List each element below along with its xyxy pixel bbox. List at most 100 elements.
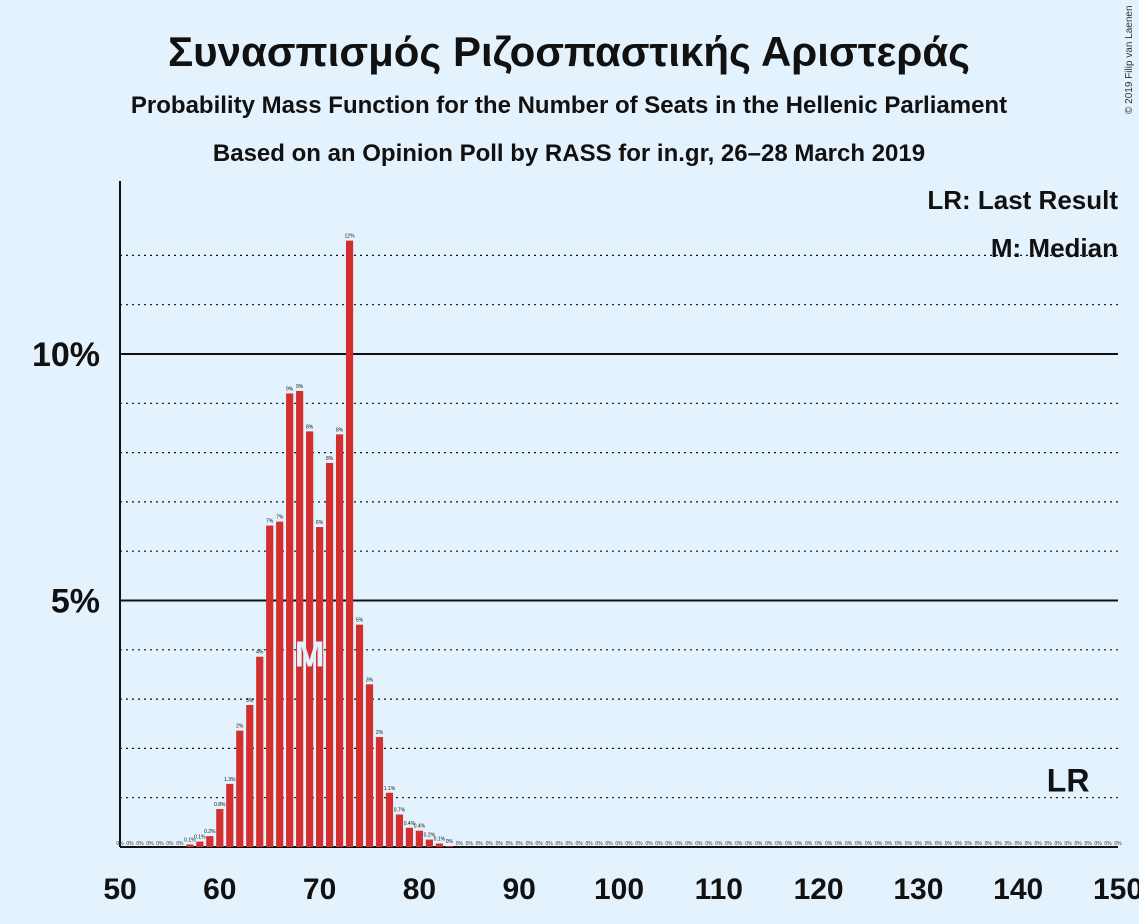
bar	[226, 783, 234, 847]
zero-label: 0%	[835, 841, 843, 847]
zero-label: 0%	[1025, 841, 1033, 847]
x-tick-label: 100	[594, 873, 644, 906]
bar-label: 9%	[296, 384, 304, 390]
poll-source-subtitle: Based on an Opinion Poll by RASS for in.…	[213, 140, 925, 167]
legend-last-result: LR: Last Result	[927, 185, 1118, 215]
bar-label: 5%	[356, 618, 364, 624]
zero-label: 0%	[1005, 841, 1013, 847]
bar	[236, 730, 244, 847]
bar-label: 1.1%	[384, 786, 396, 792]
zero-label: 0%	[1045, 841, 1053, 847]
bar-label: 7%	[276, 515, 284, 521]
bar-label: 8%	[336, 427, 344, 433]
zero-label: 0%	[1104, 841, 1112, 847]
markers: M LR	[295, 634, 1090, 799]
zero-label: 0%	[975, 841, 983, 847]
zero-label: 0%	[865, 841, 873, 847]
zero-label: 0%	[875, 841, 883, 847]
zero-label: 0%	[625, 841, 633, 847]
gridlines	[120, 254, 1118, 799]
bar	[375, 737, 384, 847]
zero-label: 0%	[715, 841, 723, 847]
zero-label: 0%	[156, 841, 164, 847]
bar	[325, 462, 334, 847]
zero-label: 0%	[635, 841, 643, 847]
zero-label: 0%	[675, 841, 683, 847]
bar-value-labels: 0.1%0.1%0.2%0.8%1.3%2%3%4%7%7%9% 9%8%6%8%…	[184, 234, 453, 845]
bar-label: 1.3%	[224, 777, 236, 783]
zero-label: 0%	[785, 841, 793, 847]
zero-label: 0%	[895, 841, 903, 847]
zero-label: 0%	[1114, 841, 1122, 847]
bar	[206, 836, 214, 847]
zero-label: 0%	[945, 841, 953, 847]
chart-subtitle: Probability Mass Function for the Number…	[131, 92, 1007, 119]
zero-label: 0%	[585, 841, 593, 847]
zero-label: 0%	[556, 841, 564, 847]
copyright-notice: © 2019 Filip van Laenen	[1124, 5, 1135, 114]
bar	[345, 240, 354, 848]
bar-series	[186, 240, 453, 848]
bar-label: 0.4%	[404, 821, 416, 827]
median-marker: M	[295, 634, 325, 675]
bar	[316, 527, 324, 847]
zero-label: 0%	[725, 841, 733, 847]
bar-label: 0.8%	[214, 802, 226, 808]
x-tick-label: 150	[1093, 873, 1139, 906]
bar	[415, 830, 423, 847]
zero-label: 0%	[615, 841, 623, 847]
bar	[435, 843, 443, 847]
x-tick-label: 120	[794, 873, 844, 906]
bar	[335, 434, 344, 847]
zero-label: 0%	[905, 841, 913, 847]
bar	[286, 393, 294, 847]
zero-label: 0%	[765, 841, 773, 847]
x-tick-label: 110	[695, 873, 743, 906]
zero-label: 0%	[885, 841, 893, 847]
bar-label: 3%	[246, 698, 254, 704]
zero-label: 0%	[685, 841, 693, 847]
zero-label: 0%	[466, 841, 474, 847]
zero-label: 0%	[456, 841, 464, 847]
bar-label: 0.2%	[424, 833, 436, 839]
zero-label: 0%	[695, 841, 703, 847]
zero-label: 0%	[705, 841, 713, 847]
zero-label: 0%	[745, 841, 753, 847]
bar	[246, 705, 254, 847]
bar-label: 9%	[286, 386, 294, 392]
zero-label: 0%	[755, 841, 763, 847]
zero-label: 0%	[575, 841, 583, 847]
bar	[365, 684, 374, 847]
zero-label: 0%	[645, 841, 653, 847]
zero-label: 0%	[1035, 841, 1043, 847]
x-axis-ticks: 50 60 70 80 90 100 110 120 130 140 150	[103, 873, 1139, 906]
bar-label: 4%	[256, 650, 264, 656]
bar-label: 2%	[376, 730, 384, 736]
bar	[405, 827, 414, 847]
zero-label: 0%	[136, 841, 144, 847]
bar-label: 0.1%	[194, 835, 206, 841]
zero-label: 0%	[805, 841, 813, 847]
bar-label: 6%	[316, 520, 324, 526]
x-tick-label: 130	[893, 873, 943, 906]
zero-label: 0%	[526, 841, 534, 847]
zero-label: 0%	[476, 841, 484, 847]
bar	[395, 814, 404, 847]
bar	[216, 809, 224, 847]
zero-label: 0%	[496, 841, 504, 847]
bar-label: 7%	[266, 519, 274, 525]
y-axis-ticks: 5% 10%	[32, 336, 100, 621]
zero-label: 0%	[655, 841, 663, 847]
zero-label: 0%	[1064, 841, 1072, 847]
bar-label: 0.1%	[184, 838, 196, 844]
zero-label: 0%	[605, 841, 613, 847]
x-tick-label: 50	[103, 873, 136, 906]
zero-label: 0%	[116, 841, 124, 847]
bar	[296, 390, 304, 847]
zero-label: 0%	[546, 841, 554, 847]
bar	[276, 521, 284, 847]
x-tick-label: 70	[303, 873, 336, 906]
zero-label: 0%	[845, 841, 853, 847]
x-tick-label: 90	[503, 873, 536, 906]
